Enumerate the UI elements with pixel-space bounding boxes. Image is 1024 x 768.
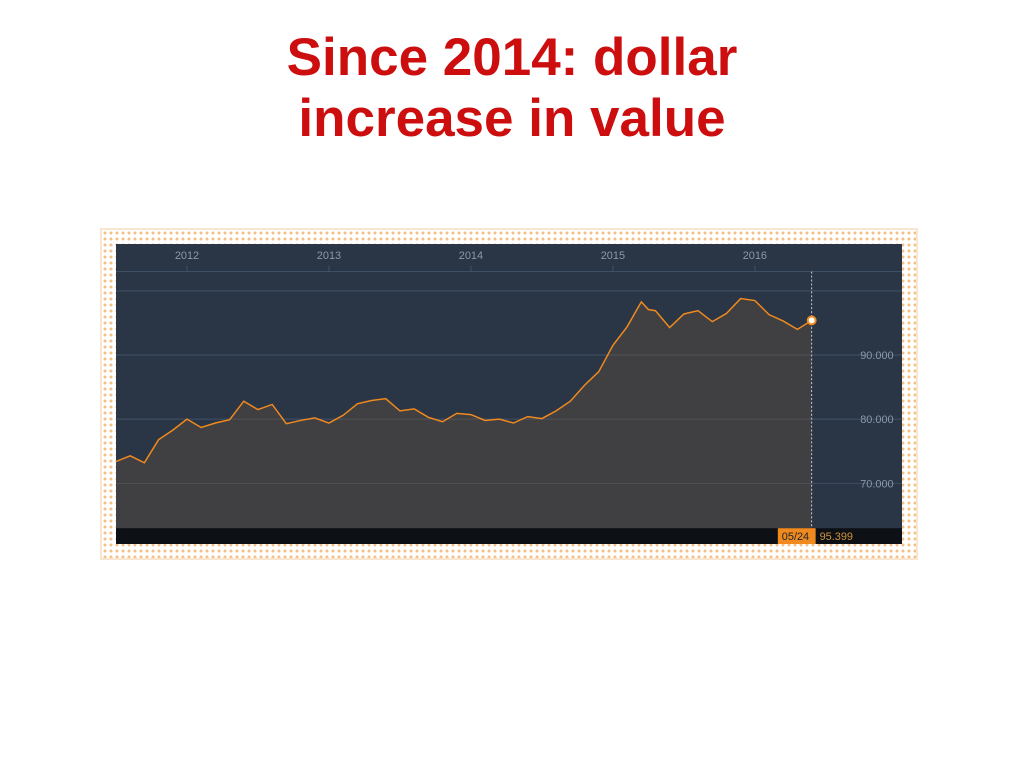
chart-inner: 2012 2013 2014 2015 2016 70.000 80.000 90.000 05… xyxy=(116,244,902,544)
title-line-1: Since 2014: dollar xyxy=(287,28,738,87)
callout-date: 05/24 xyxy=(782,531,809,543)
x-tick-label: 2012 xyxy=(175,250,199,262)
slide-title: Since 2014: dollar increase in value xyxy=(0,0,1024,150)
y-tick-label: 90.000 xyxy=(860,350,893,362)
y-tick-label: 70.000 xyxy=(860,478,893,490)
slide: Since 2014: dollar increase in value 201… xyxy=(0,0,1024,768)
x-tick-label: 2015 xyxy=(601,250,625,262)
last-point-marker xyxy=(808,316,816,324)
x-tick-label: 2014 xyxy=(459,250,483,262)
x-tick-label: 2013 xyxy=(317,250,341,262)
y-tick-label: 80.000 xyxy=(860,414,893,426)
chart-frame: 2012 2013 2014 2015 2016 70.000 80.000 90.000 05… xyxy=(100,228,918,560)
title-line-2: increase in value xyxy=(298,89,725,148)
x-tick-label: 2016 xyxy=(743,250,767,262)
callout-value: 95.399 xyxy=(820,531,853,543)
dollar-value-chart: 2012 2013 2014 2015 2016 70.000 80.000 90.000 05… xyxy=(116,244,902,544)
